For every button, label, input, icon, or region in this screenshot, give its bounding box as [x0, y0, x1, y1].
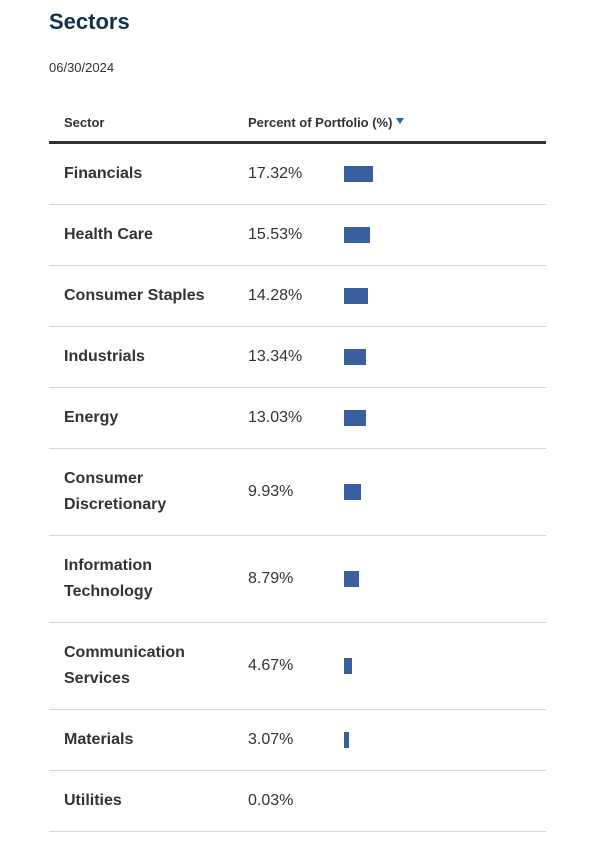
bar-cell — [344, 732, 546, 748]
column-header[interactable]: Sector — [64, 115, 105, 130]
percent: 17.32% — [248, 165, 303, 182]
sector-name: Communication Services — [64, 644, 185, 687]
sector-cell: Consumer Discretionary — [49, 466, 248, 518]
sector-name: Utilities — [64, 792, 122, 809]
sector-name: Materials — [64, 731, 134, 748]
sector-table: Sector Percent of Portfolio (%) Financia… — [49, 108, 546, 832]
as-of-date: 06/30/2024 — [49, 60, 115, 75]
bar-cell — [344, 166, 546, 182]
percent: 3.07% — [248, 731, 294, 748]
sector-cell: Materials — [49, 727, 248, 753]
table-row: Information Technology 8.79% — [49, 536, 546, 623]
sector-name: Consumer Staples — [64, 287, 205, 304]
percent: 9.93% — [248, 483, 294, 500]
sector-name: Information Technology — [64, 557, 153, 600]
table-row: Utilities 0.03% — [49, 771, 546, 832]
sector-name: Industrials — [64, 348, 145, 365]
bar-cell — [344, 410, 546, 426]
percent: 13.03% — [248, 409, 303, 426]
table-row: Communication Services 4.67% — [49, 623, 546, 710]
bar — [344, 484, 361, 500]
bar-cell — [344, 349, 546, 365]
bar — [344, 227, 371, 243]
bar-cell — [344, 227, 546, 243]
sector-cell: Information Technology — [49, 553, 248, 605]
column-header[interactable]: Percent of Portfolio (%) — [248, 115, 393, 130]
bar — [344, 166, 374, 182]
sector-cell: Energy — [49, 405, 248, 431]
bar — [344, 658, 352, 674]
sector-cell: Communication Services — [49, 640, 248, 692]
table-row: Materials 3.07% — [49, 710, 546, 771]
percent: 0.03% — [248, 792, 294, 809]
sort-arrow[interactable] — [396, 118, 405, 124]
bar — [344, 571, 359, 587]
percent: 14.28% — [248, 287, 303, 304]
sector-name: Consumer Discretionary — [64, 470, 167, 513]
bar — [344, 410, 366, 426]
bar-cell — [344, 571, 546, 587]
table-row: Health Care 15.53% — [49, 205, 546, 266]
sector-cell: Consumer Staples — [49, 283, 248, 309]
percent: 13.34% — [248, 348, 303, 365]
sector-name: Energy — [64, 409, 119, 426]
table-header: Sector Percent of Portfolio (%) — [49, 108, 546, 144]
percent: 4.67% — [248, 657, 294, 674]
title: Sectors — [49, 9, 130, 34]
sector-cell: Industrials — [49, 344, 248, 370]
table-row: Industrials 13.34% — [49, 327, 546, 388]
table-row: Consumer Staples 14.28% — [49, 266, 546, 327]
sector-cell: Utilities — [49, 788, 248, 814]
bar — [344, 288, 368, 304]
sector-cell: Financials — [49, 161, 248, 187]
percent: 15.53% — [248, 226, 303, 243]
table-row: Consumer Discretionary 9.93% — [49, 449, 546, 536]
bar — [344, 732, 350, 748]
bar-cell — [344, 793, 546, 809]
bar-cell — [344, 288, 546, 304]
bar-cell — [344, 484, 546, 500]
table-row: Financials 17.32% — [49, 144, 546, 205]
column-header-wrap[interactable]: Percent of Portfolio (%) — [248, 108, 405, 130]
bar-cell — [344, 658, 546, 674]
percent: 8.79% — [248, 570, 294, 587]
table-body: Financials 17.32% Health Care 15.53% Consume… — [49, 144, 546, 832]
sector-cell: Health Care — [49, 222, 248, 248]
sector-name: Health Care — [64, 226, 153, 243]
table-row: Energy 13.03% — [49, 388, 546, 449]
sector-name: Financials — [64, 165, 143, 182]
bar — [344, 349, 367, 365]
